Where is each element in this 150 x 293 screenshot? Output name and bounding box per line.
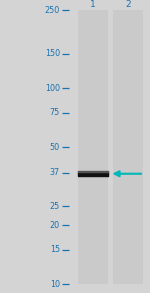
Text: 150: 150 bbox=[45, 49, 60, 58]
Bar bbox=[78, 10, 108, 284]
Text: 20: 20 bbox=[50, 221, 60, 230]
Text: 100: 100 bbox=[45, 84, 60, 93]
Bar bbox=[113, 10, 143, 284]
Text: 75: 75 bbox=[50, 108, 60, 117]
Text: 25: 25 bbox=[50, 202, 60, 211]
Text: 37: 37 bbox=[50, 168, 60, 177]
Text: 10: 10 bbox=[50, 280, 60, 289]
Text: 2: 2 bbox=[125, 0, 131, 9]
Text: 15: 15 bbox=[50, 245, 60, 254]
Text: 1: 1 bbox=[90, 0, 96, 9]
Text: 50: 50 bbox=[50, 143, 60, 152]
Text: 250: 250 bbox=[45, 6, 60, 15]
